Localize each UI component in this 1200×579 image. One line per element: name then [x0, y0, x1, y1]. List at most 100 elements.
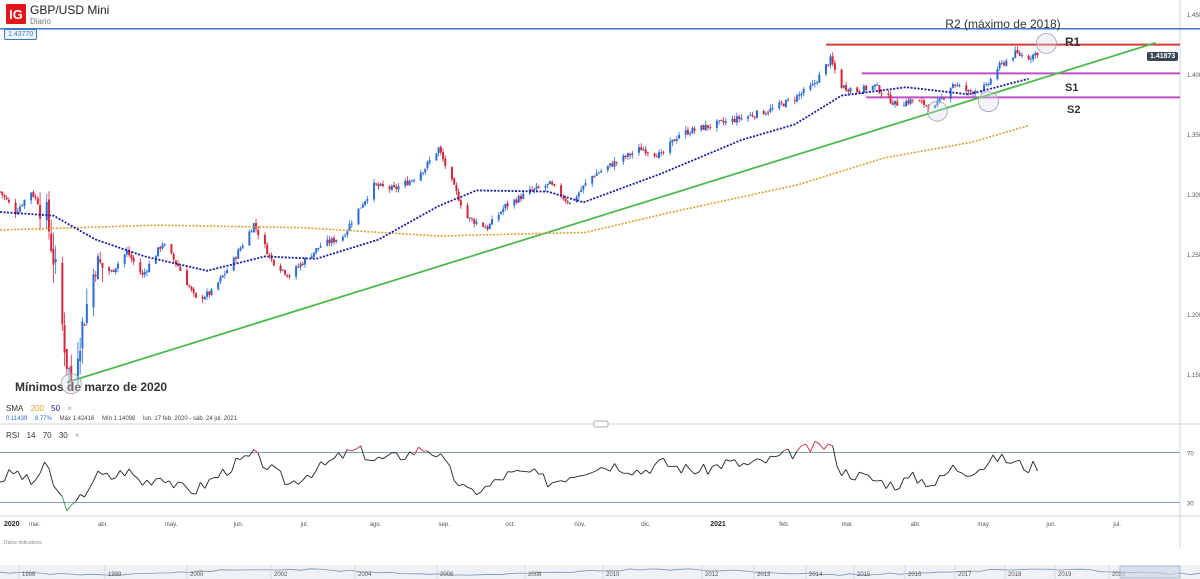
- rsi-segment: [547, 482, 553, 488]
- candle: [177, 260, 180, 267]
- candle: [397, 182, 400, 193]
- candle: [689, 131, 692, 137]
- candle: [582, 185, 585, 194]
- candle: [722, 117, 725, 126]
- rsi-segment: [970, 473, 976, 477]
- candle: [143, 268, 146, 278]
- candle: [537, 184, 540, 189]
- y-tick-label: 1.40000: [1187, 73, 1200, 79]
- rsi-segment: [823, 443, 829, 450]
- candle-body: [762, 110, 765, 115]
- rsi-close-icon[interactable]: ×: [75, 431, 80, 440]
- candle-body: [813, 82, 816, 84]
- candle-body: [613, 161, 616, 167]
- candle: [733, 115, 736, 124]
- x-tick-label: feb.: [779, 522, 789, 528]
- candle-body: [996, 69, 999, 80]
- candle-body: [108, 267, 111, 272]
- candle: [718, 120, 721, 125]
- rsi-segment: [685, 464, 691, 471]
- candle-body: [902, 105, 905, 107]
- candle-body: [943, 98, 945, 100]
- candle: [849, 87, 852, 95]
- candle-body: [564, 198, 567, 202]
- candle-body: [32, 191, 35, 197]
- candle: [341, 234, 344, 242]
- candle-body: [987, 83, 990, 85]
- candle: [780, 100, 783, 106]
- rsi-legend[interactable]: RSI 14 70 30 ×: [6, 431, 85, 440]
- candle: [422, 172, 425, 176]
- navigator-selection-window[interactable]: [1119, 565, 1181, 579]
- rsi-segment: [253, 449, 259, 454]
- candle-body: [1, 191, 4, 195]
- candle-body: [388, 186, 391, 190]
- candle: [395, 184, 398, 193]
- candle: [206, 288, 209, 300]
- candle: [335, 239, 338, 244]
- stat-percent: 8.77%: [34, 416, 52, 422]
- ig-logo: IG: [6, 4, 26, 24]
- candle-body: [359, 207, 362, 209]
- candle-body: [315, 248, 318, 253]
- rsi-segment: [828, 443, 833, 447]
- candle: [92, 268, 95, 317]
- candle: [281, 269, 284, 272]
- rsi-segment: [293, 480, 299, 485]
- candle: [769, 104, 772, 114]
- candle-body: [130, 254, 133, 259]
- rsi-segment: [738, 462, 744, 468]
- sma-close-icon[interactable]: ×: [67, 404, 72, 413]
- candle-body: [922, 100, 925, 105]
- candle-body: [408, 181, 411, 186]
- timeframe-label[interactable]: Diario: [30, 17, 51, 26]
- candle: [504, 203, 507, 212]
- candle-body: [310, 256, 313, 259]
- candle-body: [61, 262, 64, 325]
- candle-body: [65, 349, 68, 369]
- instrument-title[interactable]: GBP/USD Mini: [30, 3, 110, 17]
- candle: [364, 200, 367, 207]
- y-tick-label: 1.25000: [1187, 253, 1200, 259]
- candle: [179, 265, 182, 271]
- sma-legend[interactable]: SMA 200 50 ×: [6, 404, 77, 413]
- rsi-segment: [226, 471, 232, 476]
- candle-body: [593, 176, 596, 178]
- candle-body: [206, 291, 209, 297]
- candle: [684, 126, 687, 139]
- candle-body: [295, 266, 298, 277]
- candle-body: [335, 239, 338, 242]
- candle: [522, 190, 525, 200]
- rsi-segment: [311, 470, 317, 478]
- rsi-segment: [885, 481, 891, 489]
- rsi-segment: [614, 463, 620, 472]
- navigator-strip[interactable]: [0, 565, 1200, 579]
- rsi-segment: [462, 483, 468, 488]
- candle-body: [1029, 58, 1032, 60]
- candle-body: [424, 168, 427, 173]
- candle-body: [580, 189, 583, 192]
- rsi-period: 14: [26, 431, 36, 440]
- pane-resize-handle[interactable]: [593, 420, 609, 428]
- candle-body: [533, 188, 536, 191]
- candle: [865, 84, 868, 93]
- rsi-segment: [347, 449, 352, 452]
- candle: [221, 275, 224, 279]
- candle: [702, 124, 705, 131]
- candle-body: [128, 249, 131, 256]
- candle: [468, 216, 471, 223]
- candle: [613, 157, 616, 171]
- candle: [237, 247, 240, 260]
- rsi-segment: [146, 479, 152, 486]
- candle-body: [642, 149, 645, 151]
- candle-body: [393, 184, 396, 187]
- rsi-segment: [182, 482, 188, 489]
- rsi-segment: [694, 471, 700, 475]
- candle-body: [83, 324, 86, 326]
- candle: [771, 103, 774, 112]
- rsi-segment: [1001, 453, 1007, 463]
- candle-body: [873, 84, 876, 87]
- candle-body: [658, 152, 661, 159]
- candle: [740, 114, 743, 121]
